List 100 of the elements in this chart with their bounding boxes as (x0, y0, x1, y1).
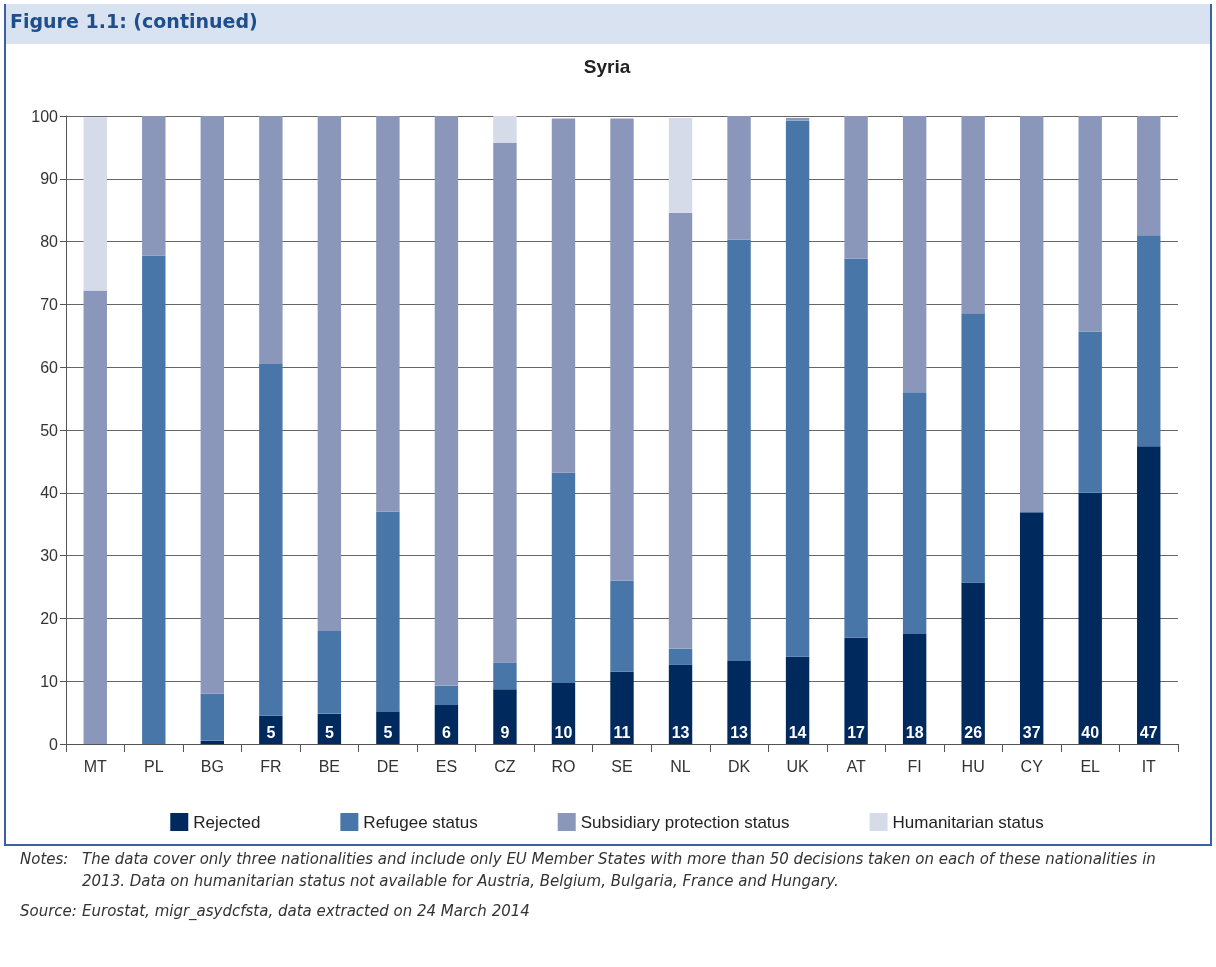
x-tick-label: FR (260, 757, 282, 775)
y-tick-label: 40 (40, 484, 59, 502)
x-tick-label: CZ (494, 757, 516, 775)
data-label: 13 (730, 723, 749, 741)
legend-label: Refugee status (363, 812, 478, 832)
data-label: 5 (324, 723, 334, 741)
bar (83, 117, 107, 291)
bar (200, 693, 225, 741)
bar (1078, 116, 1102, 332)
bar (610, 580, 634, 672)
source-note: Source: Eurostat, migr_asydcfsta, data extracted on 24 March 2014 (20, 901, 531, 922)
y-tick-label: 50 (40, 421, 59, 439)
data-label: 14 (788, 723, 807, 741)
data-label: 5 (383, 723, 393, 741)
chart-subtitle: Syria (583, 56, 631, 77)
data-label: 18 (905, 723, 924, 741)
y-tick-label: 20 (40, 609, 59, 627)
y-tick-label: 100 (31, 107, 59, 125)
bar (785, 120, 810, 657)
x-tick-label: ES (435, 757, 458, 775)
bar (668, 117, 693, 213)
x-tick-label: PL (144, 757, 164, 775)
x-tick-label: AT (846, 757, 866, 775)
bar (902, 634, 927, 744)
bar (785, 656, 810, 744)
bar (1137, 235, 1161, 447)
bar (727, 239, 751, 662)
text: Notes: The data cover only three nationalities and include only EU Member States with more than 50 decisions taken on each of these nationalities in 2013. Data on humanitarian status not available for Austria, Belgium, Bulgaria, France and Hungary. (20, 849, 1157, 892)
bar (259, 364, 283, 716)
bar (317, 630, 342, 714)
bar (259, 715, 283, 744)
x-tick-label: DE (376, 757, 400, 775)
data-label: 40 (1081, 723, 1100, 741)
bar (1137, 446, 1161, 744)
x-tick-label: HU (961, 757, 985, 775)
bar (259, 116, 283, 365)
y-tick-label: 30 (40, 547, 59, 565)
bar (844, 116, 868, 259)
y-tick-label: 60 (40, 358, 59, 376)
data-label: 13 (671, 723, 690, 741)
x-tick-label: BG (200, 757, 224, 775)
bar (961, 582, 985, 744)
bar (844, 258, 868, 638)
x-tick-label: IT (1141, 757, 1157, 775)
bar (668, 664, 693, 744)
data-label: 26 (964, 723, 983, 741)
bar (376, 116, 400, 512)
x-tick-label: BE (318, 757, 341, 775)
bar (200, 740, 225, 744)
bar (668, 648, 693, 665)
data-label: 17 (847, 723, 866, 741)
x-tick-label: DK (727, 757, 751, 775)
legend-label: Subsidiary protection status (580, 812, 790, 832)
bar (902, 392, 927, 635)
y-tick-label: 80 (40, 233, 59, 251)
data-label: 10 (554, 723, 573, 741)
bar (1078, 331, 1102, 493)
data-label: 6 (441, 723, 451, 741)
x-tick-label: RO (551, 757, 576, 775)
bar (142, 116, 166, 256)
y-tick-label: 90 (40, 170, 59, 188)
y-tick-label: 0 (49, 735, 59, 753)
bar (1019, 116, 1044, 513)
x-tick-label: CY (1020, 757, 1044, 775)
y-tick-label: 10 (40, 672, 59, 690)
bar (493, 662, 517, 690)
bar (961, 116, 985, 314)
data-label: 47 (1139, 723, 1158, 741)
bar (493, 116, 517, 143)
bar (961, 313, 985, 583)
bar (434, 685, 459, 706)
data-label: 11 (613, 723, 631, 741)
bar (83, 290, 107, 744)
bar (1019, 512, 1044, 744)
x-tick-label: FI (907, 757, 922, 775)
bar (493, 689, 517, 744)
x-tick-label: UK (786, 757, 810, 775)
bar (727, 661, 751, 744)
bar (200, 116, 225, 694)
x-tick-label: EL (1080, 757, 1101, 775)
y-tick-label: 70 (40, 295, 59, 313)
bar (668, 212, 693, 649)
data-label: 37 (1022, 723, 1041, 741)
data-label: 9 (500, 723, 510, 741)
bar (1137, 116, 1161, 236)
bar (317, 116, 342, 631)
legend-label: Humanitarian status (892, 812, 1044, 832)
x-tick-label: NL (670, 757, 691, 775)
x-tick-label: SE (611, 757, 633, 775)
bar (551, 118, 576, 473)
bar (493, 143, 517, 663)
bar (844, 637, 868, 744)
bar (1078, 492, 1102, 744)
bar (376, 711, 400, 744)
bar (376, 511, 400, 712)
bar (142, 255, 166, 744)
bar (434, 116, 459, 686)
bar (727, 116, 751, 240)
x-tick-label: MT (83, 757, 108, 775)
chart-title: Figure 1.1: (continued) (10, 10, 258, 32)
